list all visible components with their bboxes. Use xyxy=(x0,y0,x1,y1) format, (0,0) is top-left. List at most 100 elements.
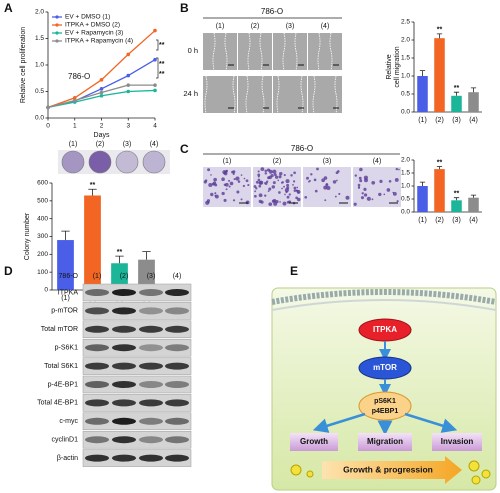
y-tick-label: 0.5 xyxy=(35,88,44,95)
y-tick-label: 400 xyxy=(37,215,48,222)
blot-band xyxy=(112,325,136,333)
cell-icon xyxy=(471,475,481,485)
blot-band xyxy=(112,307,136,315)
cell-icon xyxy=(468,460,480,472)
blot-band xyxy=(85,307,109,315)
blot-band xyxy=(139,344,163,352)
cell-stain xyxy=(210,174,212,176)
point xyxy=(126,89,131,94)
cell-stain xyxy=(258,193,263,198)
cell-stain xyxy=(316,167,319,171)
cell-stain xyxy=(257,178,261,182)
y-tick-label: 1.0 xyxy=(35,62,44,69)
cell-stain xyxy=(323,185,328,190)
legend-label: ITPKA + DMSO (2) xyxy=(65,22,120,29)
cell-stain xyxy=(313,178,317,182)
cell-stain xyxy=(212,181,217,185)
node-label: p4EBP1 xyxy=(372,408,399,415)
blot-band xyxy=(139,381,163,388)
bracket xyxy=(156,39,159,79)
blot-band xyxy=(85,436,109,444)
scratch-edge xyxy=(317,32,333,71)
cell-stain xyxy=(354,174,357,177)
significance: ** xyxy=(437,159,443,166)
cell-stain xyxy=(224,182,229,187)
legend-label: ITPKA + Rapamycin (4) xyxy=(65,38,133,45)
cell-stain xyxy=(210,192,214,197)
significance: ** xyxy=(90,182,96,189)
blot-band xyxy=(112,362,136,370)
plate xyxy=(61,150,85,174)
blot-strip xyxy=(82,320,192,339)
blot-band xyxy=(165,417,189,425)
x-tick-label: (1) xyxy=(418,217,427,224)
cell-stain xyxy=(282,201,287,206)
row-label: c-myc xyxy=(59,418,78,425)
cell-stain xyxy=(264,169,267,173)
plate xyxy=(142,150,166,174)
error-bar xyxy=(88,188,97,196)
blot-band xyxy=(85,325,109,333)
y-tick-label: 0 xyxy=(44,287,48,294)
y-tick-label: 1.0 xyxy=(401,73,410,80)
cell-stain xyxy=(264,194,267,197)
blot-band xyxy=(112,436,136,444)
outcome-box xyxy=(290,433,338,451)
scratch-edge xyxy=(276,75,304,114)
legend-marker xyxy=(55,15,59,19)
scratch-edge xyxy=(204,75,236,114)
error-bar xyxy=(453,91,460,96)
cell-stain xyxy=(233,178,236,181)
blot-band xyxy=(139,436,163,444)
blot-strip xyxy=(82,302,192,320)
outcome-box xyxy=(358,433,412,451)
membrane xyxy=(271,289,497,305)
cell-stain xyxy=(366,196,371,201)
cell-stain xyxy=(232,199,236,202)
x-tick-label: (1) xyxy=(418,117,427,124)
cell-stain xyxy=(278,175,282,179)
cell-stain xyxy=(232,172,235,175)
blot-band xyxy=(85,289,109,296)
cell-stain xyxy=(235,176,240,181)
cell-stain xyxy=(363,178,368,183)
blot-band xyxy=(112,381,136,388)
blot-strip xyxy=(82,283,192,302)
cell-stain xyxy=(296,197,301,202)
cell-stain xyxy=(273,173,277,177)
cell-stain xyxy=(285,179,290,184)
cell-stain xyxy=(207,168,211,172)
blot-band xyxy=(85,399,109,407)
column-label: (2) xyxy=(120,273,129,280)
cell-stain xyxy=(268,169,271,171)
y-tick-label: 0.0 xyxy=(35,115,44,122)
cell-stain xyxy=(281,181,284,184)
y-tick-label: 0.5 xyxy=(401,91,410,98)
cell-stain xyxy=(359,167,363,172)
annotation: 786-O xyxy=(68,72,90,81)
progress-arrow xyxy=(322,456,462,484)
bar xyxy=(84,195,101,290)
x-tick-label: 2 xyxy=(100,123,104,130)
arrow xyxy=(404,412,458,433)
blot-strip xyxy=(82,412,192,431)
cell-stain xyxy=(271,199,275,203)
x-tick-label: 3 xyxy=(126,123,130,130)
x-tick-label: (4) xyxy=(469,217,478,224)
y-axis-label: Colony number xyxy=(24,212,31,260)
row-label: 0 h xyxy=(188,46,198,55)
point xyxy=(153,57,157,62)
cell-stain xyxy=(228,179,231,182)
cell-stain xyxy=(388,179,392,183)
cell-stain xyxy=(309,179,311,182)
blot-band xyxy=(85,344,109,352)
x-tick-label: (1) xyxy=(61,295,70,302)
error-bar xyxy=(470,194,477,198)
bar xyxy=(417,76,428,112)
cell-stain xyxy=(268,187,272,191)
membrane-inner xyxy=(271,299,497,311)
y-tick-label: 200 xyxy=(37,251,48,258)
outcome-label: Migration xyxy=(367,437,403,446)
result-label: Growth & progression xyxy=(343,464,433,474)
significance: ** xyxy=(159,61,165,68)
